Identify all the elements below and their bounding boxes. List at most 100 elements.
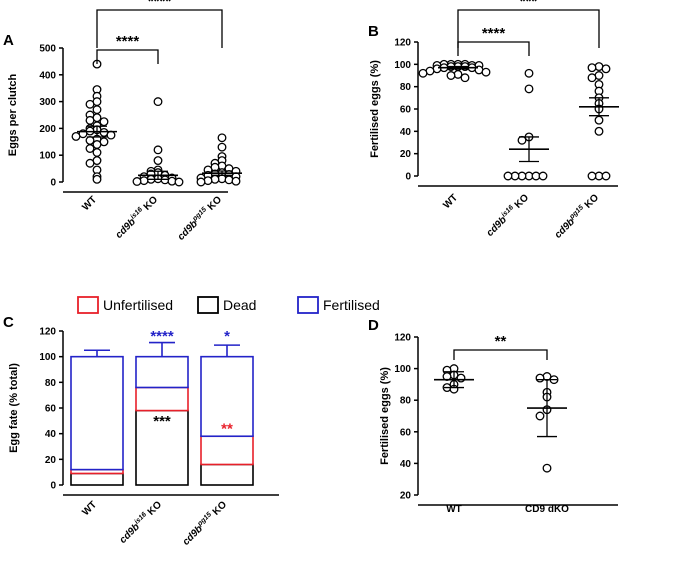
x-tick-label: cd9bpg15 KO bbox=[552, 191, 601, 240]
panel-label: A bbox=[3, 32, 14, 49]
y-tick-label: 100 bbox=[39, 352, 56, 363]
y-tick-label: 200 bbox=[39, 124, 56, 135]
data-point bbox=[92, 148, 102, 157]
y-tick-label: 100 bbox=[39, 151, 56, 162]
legend-label: Dead bbox=[223, 297, 256, 313]
x-tick-label: cd9bpg15 KO bbox=[180, 498, 229, 547]
data-point bbox=[601, 64, 611, 74]
legend-swatch bbox=[297, 296, 319, 314]
data-point bbox=[224, 175, 234, 185]
data-point bbox=[517, 135, 527, 145]
y-tick-label: 0 bbox=[50, 178, 56, 189]
x-tick-label: cd9bis16 KO bbox=[484, 191, 531, 238]
data-point bbox=[481, 67, 491, 77]
data-point bbox=[85, 99, 95, 109]
y-tick-label: 300 bbox=[39, 97, 56, 108]
y-axis-label: Egg fate (% total) bbox=[8, 363, 20, 453]
y-tick-label: 60 bbox=[400, 427, 412, 438]
y-tick-label: 80 bbox=[45, 378, 57, 389]
bar-segment-fertilised bbox=[200, 355, 254, 438]
y-tick-label: 100 bbox=[394, 364, 411, 375]
significance-label: **** bbox=[482, 25, 506, 42]
data-point bbox=[92, 105, 102, 115]
data-point bbox=[210, 174, 220, 184]
y-tick-label: 400 bbox=[39, 70, 56, 81]
data-point bbox=[601, 171, 611, 181]
significance-bracket bbox=[457, 41, 530, 56]
significance-bracket bbox=[453, 349, 548, 360]
y-axis-label: Fertilised eggs (%) bbox=[379, 367, 391, 465]
data-point bbox=[503, 171, 513, 181]
data-point bbox=[153, 145, 163, 155]
legend-label: Fertilised bbox=[323, 297, 380, 313]
x-tick-label: WT bbox=[80, 194, 99, 213]
data-point bbox=[153, 97, 163, 107]
data-point bbox=[99, 117, 109, 127]
data-point bbox=[524, 84, 534, 94]
significance-label: ** bbox=[495, 333, 507, 350]
x-tick-label: cd9bis16 KO bbox=[113, 193, 160, 240]
y-axis-label: Fertilised eggs (%) bbox=[369, 60, 381, 158]
y-tick-label: 100 bbox=[394, 60, 411, 71]
significance-bracket bbox=[96, 9, 223, 48]
data-point bbox=[132, 177, 142, 186]
data-point bbox=[217, 133, 227, 143]
data-point bbox=[203, 176, 213, 186]
data-point bbox=[217, 142, 227, 152]
significance-label: **** bbox=[116, 33, 140, 50]
data-point bbox=[594, 115, 604, 125]
data-point bbox=[456, 373, 466, 383]
y-tick-label: 0 bbox=[405, 172, 411, 183]
data-point bbox=[594, 126, 604, 136]
significance-label: * bbox=[224, 328, 230, 345]
bar-segment-unfertilised bbox=[200, 435, 254, 466]
bar-segment-fertilised bbox=[135, 355, 189, 389]
x-tick-label: cd9bpg15 KO bbox=[175, 193, 224, 242]
y-tick-label: 60 bbox=[400, 105, 412, 116]
y-tick-label: 120 bbox=[39, 327, 56, 338]
panel-label: B bbox=[368, 23, 379, 40]
data-point bbox=[174, 177, 184, 187]
data-point bbox=[231, 176, 241, 186]
data-point bbox=[460, 73, 470, 83]
significance-bracket bbox=[96, 49, 159, 64]
significance-label: ** bbox=[221, 421, 233, 438]
bar-segment-unfertilised bbox=[135, 386, 189, 412]
y-tick-label: 60 bbox=[45, 404, 57, 415]
legend-swatch bbox=[77, 296, 99, 314]
x-tick-label: WT bbox=[446, 504, 462, 515]
data-point bbox=[85, 144, 95, 153]
y-tick-label: 120 bbox=[394, 333, 411, 344]
data-point bbox=[85, 158, 95, 168]
significance-label: **** bbox=[148, 0, 172, 10]
data-point bbox=[587, 63, 597, 73]
data-point bbox=[85, 136, 95, 145]
data-point bbox=[196, 177, 206, 187]
data-point bbox=[587, 73, 597, 83]
bar-segment-fertilised bbox=[70, 355, 124, 471]
y-tick-label: 120 bbox=[394, 38, 411, 49]
data-point bbox=[535, 373, 545, 383]
significance-label: *** bbox=[520, 0, 538, 10]
y-tick-label: 20 bbox=[400, 491, 412, 502]
significance-label: **** bbox=[150, 328, 174, 345]
y-tick-label: 80 bbox=[400, 82, 412, 93]
x-tick-label: cd9bis16 KO bbox=[117, 498, 164, 545]
legend-label: Unfertilised bbox=[103, 297, 173, 313]
y-tick-label: 40 bbox=[45, 429, 57, 440]
x-tick-label: WT bbox=[441, 192, 460, 211]
data-point bbox=[538, 171, 548, 181]
y-axis-label: Eggs per clutch bbox=[7, 73, 19, 156]
significance-bracket bbox=[457, 9, 600, 48]
x-tick-label: WT bbox=[80, 499, 99, 518]
data-point bbox=[106, 130, 116, 140]
y-tick-label: 0 bbox=[50, 481, 56, 492]
panel-label: C bbox=[3, 314, 14, 331]
y-tick-label: 500 bbox=[39, 44, 56, 55]
panel-label: D bbox=[368, 317, 379, 334]
legend-swatch bbox=[197, 296, 219, 314]
y-tick-label: 80 bbox=[400, 396, 412, 407]
data-point bbox=[524, 68, 534, 78]
data-point bbox=[418, 68, 428, 78]
